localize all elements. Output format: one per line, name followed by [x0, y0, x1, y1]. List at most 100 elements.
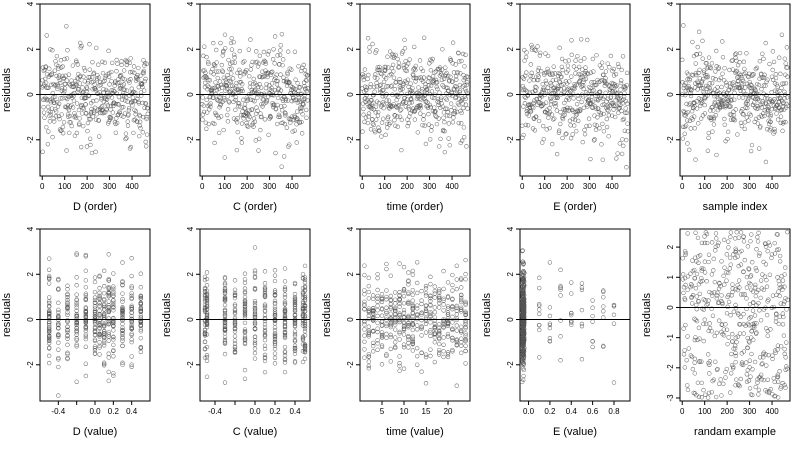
x-tick-label: 400 [765, 182, 779, 191]
data-point [775, 84, 780, 89]
data-point [762, 241, 768, 246]
data-point [262, 346, 268, 352]
data-point [682, 297, 688, 303]
data-point [692, 267, 697, 273]
data-point [707, 65, 713, 70]
data-point [763, 83, 768, 88]
data-point [730, 339, 735, 344]
data-point [384, 294, 389, 300]
data-point [611, 103, 616, 108]
data-point [102, 78, 107, 83]
data-point [462, 75, 468, 81]
x-tick-label: 200 [720, 407, 734, 416]
data-point [694, 271, 700, 277]
data-point [390, 62, 396, 68]
data-point [729, 93, 735, 99]
data-point [425, 103, 430, 109]
data-point [397, 319, 402, 325]
data-point [384, 84, 389, 89]
data-point [56, 322, 61, 328]
data-point [553, 104, 558, 109]
data-point [128, 144, 134, 150]
data-point [379, 71, 384, 77]
data-point [550, 72, 555, 77]
data-point [520, 306, 526, 312]
data-point [685, 274, 691, 279]
data-point [377, 83, 383, 88]
data-point [563, 79, 569, 84]
data-point [410, 334, 415, 339]
data-point [120, 360, 125, 366]
data-point [399, 91, 404, 96]
data-point [784, 364, 789, 369]
data-point [601, 304, 606, 309]
data-point [465, 74, 470, 80]
data-point [441, 342, 446, 347]
data-point [251, 116, 257, 121]
data-point [777, 282, 782, 287]
data-point [583, 76, 589, 82]
data-point [304, 115, 309, 120]
data-point [383, 64, 389, 70]
data-point [435, 99, 440, 104]
data-point [758, 278, 764, 283]
data-point [269, 86, 274, 91]
data-point [97, 308, 102, 313]
data-point [761, 83, 767, 88]
data-point [240, 60, 246, 65]
data-point [74, 283, 79, 288]
data-point [282, 103, 287, 109]
data-point [252, 322, 258, 327]
data-point [143, 76, 148, 82]
data-point [776, 278, 781, 284]
data-point [268, 72, 274, 77]
data-point [737, 71, 742, 76]
data-point [454, 77, 459, 82]
data-point [56, 307, 61, 313]
data-point [371, 343, 376, 349]
data-point [263, 85, 269, 91]
data-point [43, 64, 49, 69]
data-point [747, 79, 752, 85]
data-point [101, 284, 107, 289]
data-point [242, 313, 248, 318]
data-point [392, 113, 397, 118]
data-point [603, 76, 608, 81]
data-point [728, 230, 734, 235]
data-point [526, 102, 531, 108]
data-point [700, 38, 705, 44]
data-point [699, 240, 705, 246]
y-tick-label: -2 [26, 136, 35, 144]
data-point [454, 308, 459, 314]
data-point [46, 314, 52, 319]
data-point [259, 102, 264, 107]
data-point [57, 116, 62, 122]
data-point [391, 102, 396, 107]
data-point [246, 47, 251, 52]
data-point [419, 324, 424, 329]
data-point [365, 36, 371, 41]
data-point [535, 68, 541, 73]
data-point [420, 68, 426, 74]
data-point [397, 313, 402, 318]
data-point [56, 101, 62, 106]
data-point [764, 363, 769, 368]
data-point [59, 112, 64, 117]
data-point [772, 129, 777, 134]
data-point [700, 306, 705, 311]
data-point [530, 74, 535, 79]
data-point [538, 50, 543, 56]
data-point [727, 67, 732, 73]
data-point [445, 352, 451, 357]
data-point [700, 77, 706, 82]
data-point [64, 148, 69, 153]
data-point [621, 143, 626, 149]
data-point [456, 51, 461, 56]
data-point [72, 114, 77, 120]
data-point [599, 65, 604, 70]
data-point [92, 320, 98, 325]
data-point [132, 70, 137, 75]
data-point [540, 123, 546, 129]
data-point [120, 311, 125, 316]
